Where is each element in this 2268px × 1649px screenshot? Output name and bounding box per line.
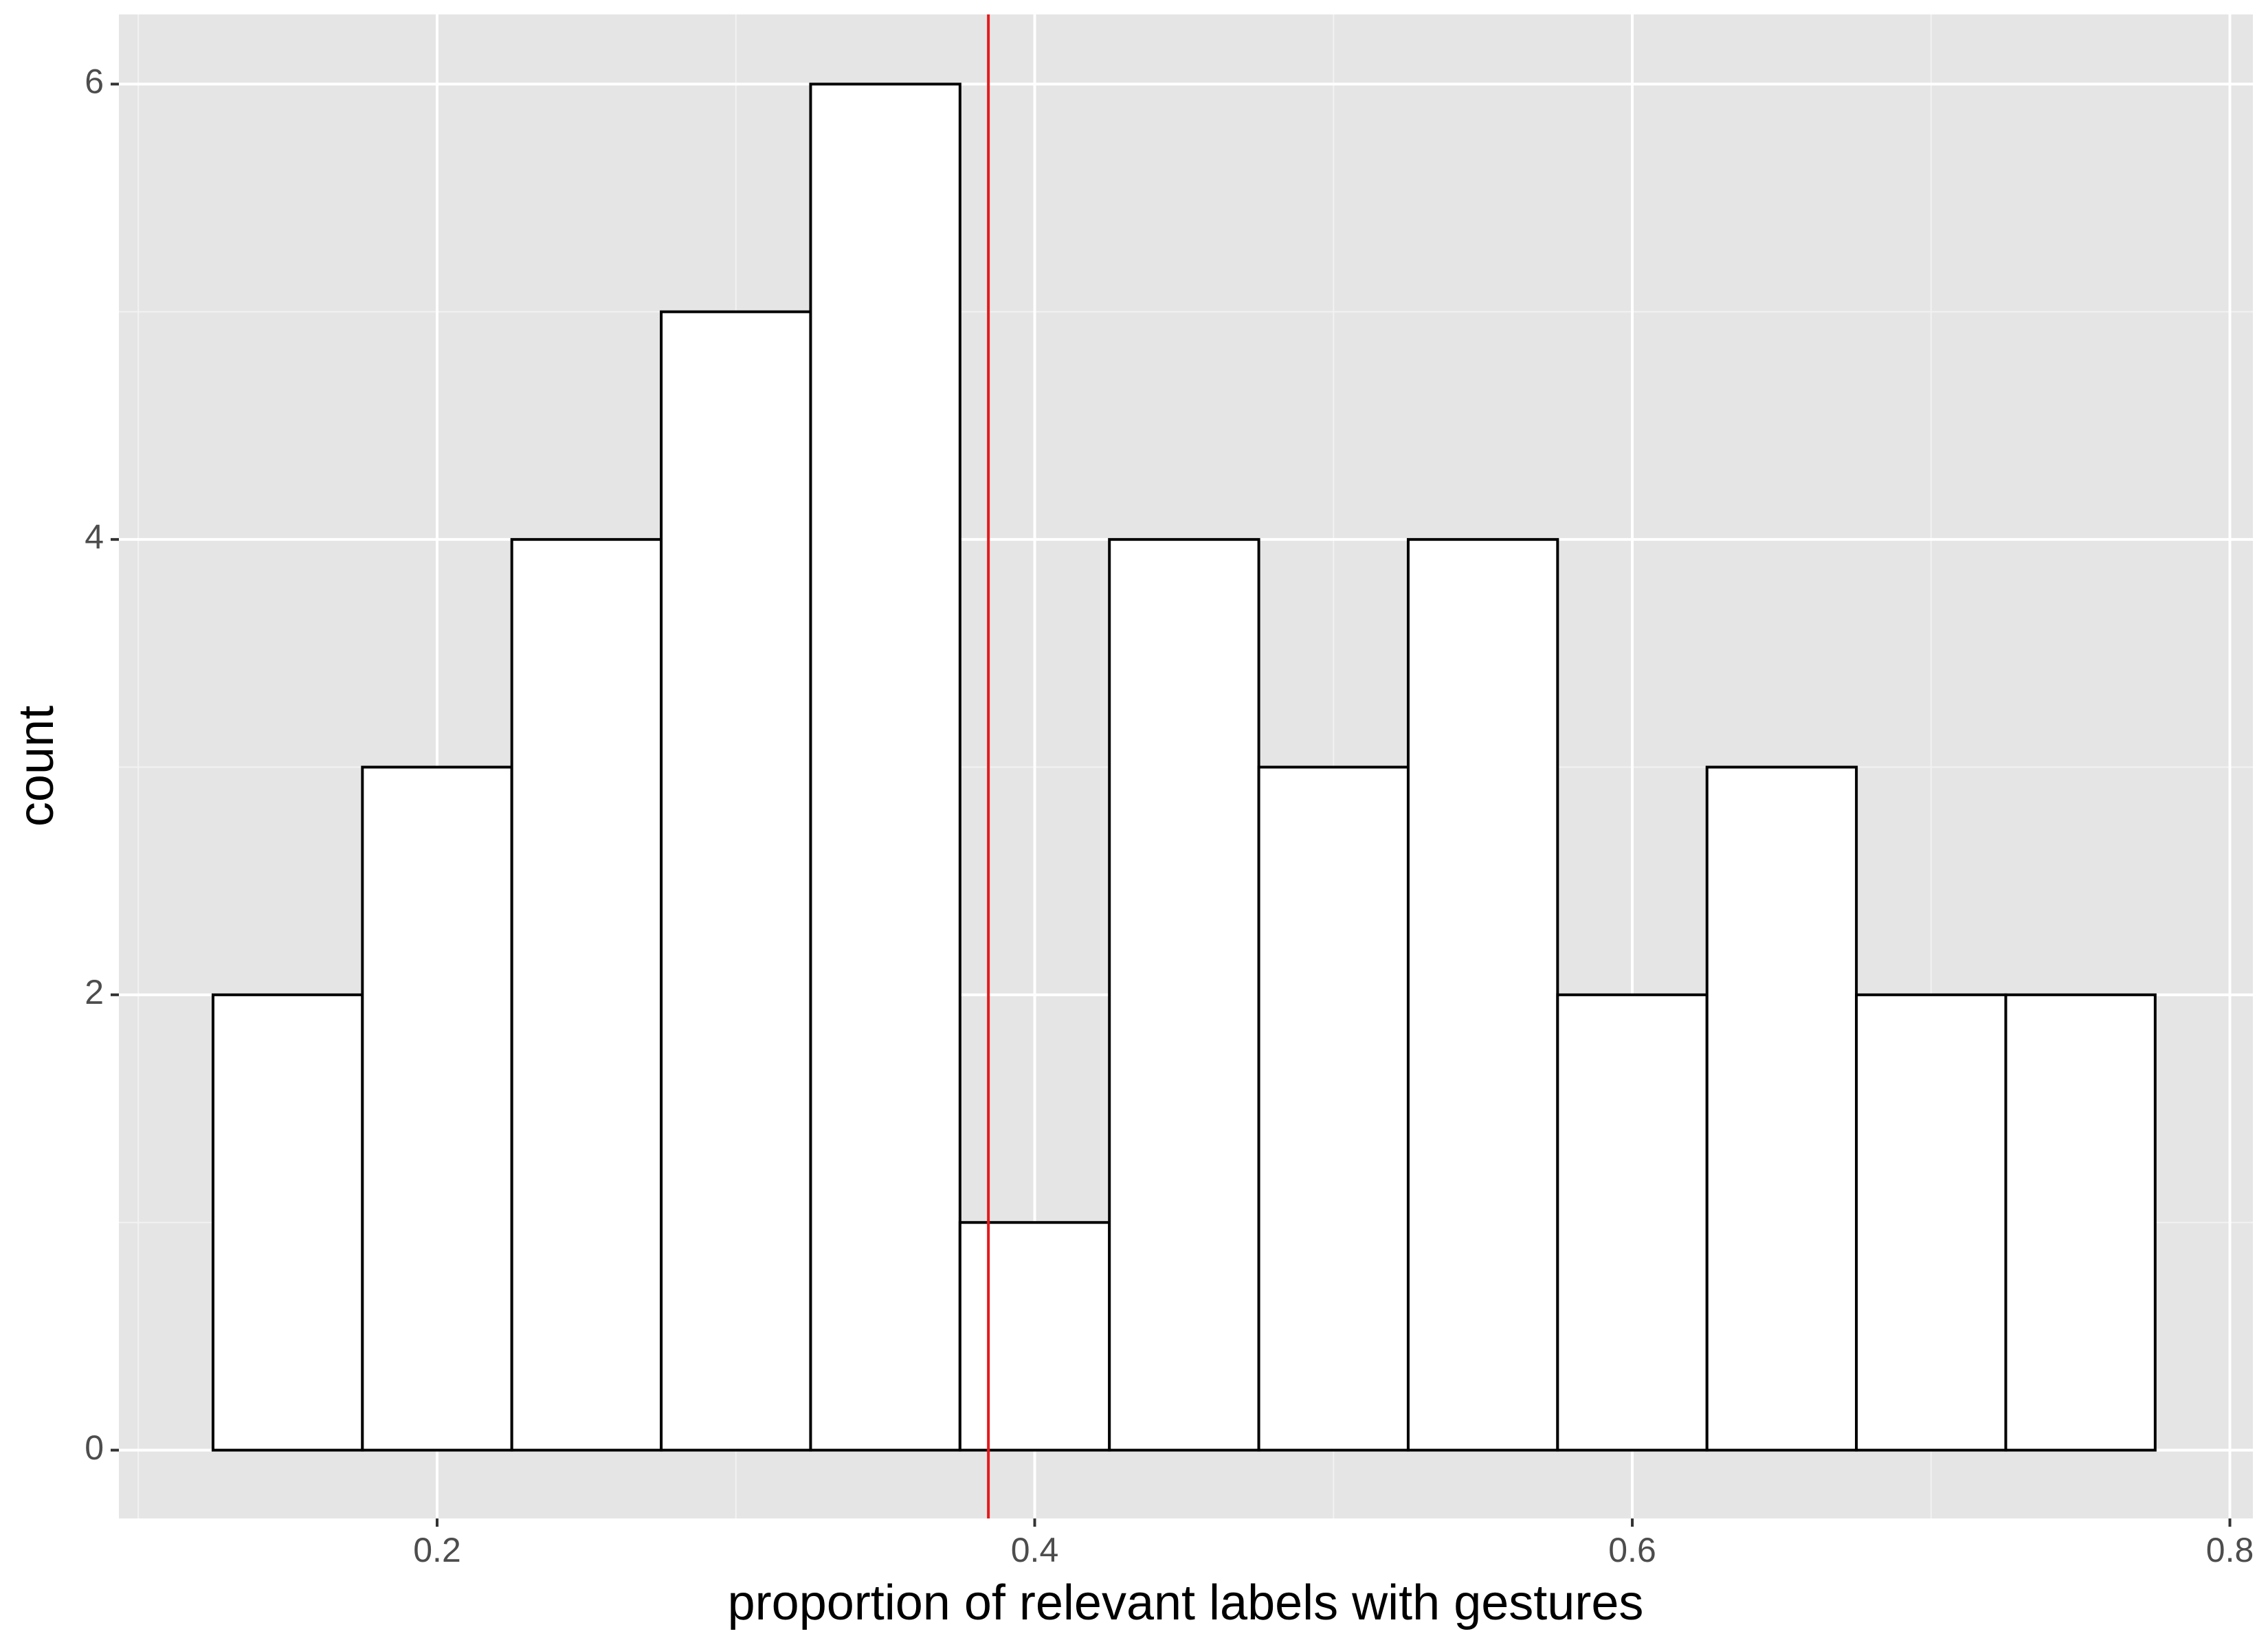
y-tick-label: 4 <box>85 517 104 556</box>
x-tick-label: 0.2 <box>413 1531 461 1569</box>
bar <box>958 1221 1111 1452</box>
x-tick-label: 0.6 <box>1608 1531 1656 1569</box>
bar <box>809 82 961 1452</box>
bar <box>1257 765 1410 1452</box>
bar <box>211 993 364 1452</box>
bar <box>1705 765 1858 1452</box>
bar <box>2004 993 2157 1452</box>
y-tick-label: 2 <box>85 973 104 1011</box>
bar <box>1855 993 2008 1452</box>
bar <box>1108 538 1260 1452</box>
bar <box>1406 538 1559 1452</box>
x-axis-title: proportion of relevant labels with gestu… <box>728 1575 1644 1630</box>
bar <box>361 765 513 1452</box>
bar <box>510 538 663 1452</box>
bar <box>660 310 812 1452</box>
x-tick-label: 0.4 <box>1011 1531 1059 1569</box>
y-axis-title: count <box>9 706 64 827</box>
bar <box>1556 993 1709 1452</box>
y-tick-label: 6 <box>85 63 104 101</box>
y-tick-label: 0 <box>85 1428 104 1467</box>
x-tick-label: 0.8 <box>2206 1531 2254 1569</box>
